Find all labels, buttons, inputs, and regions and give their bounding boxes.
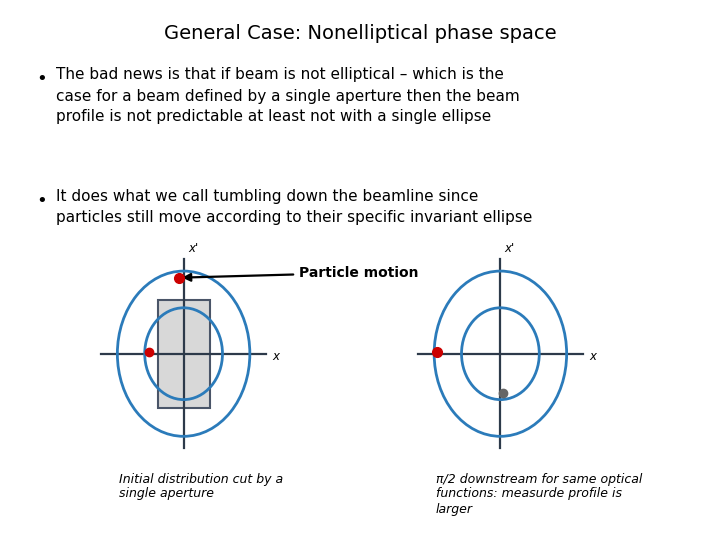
Text: •: • xyxy=(36,70,47,88)
Text: Initial distribution cut by a
single aperture: Initial distribution cut by a single ape… xyxy=(119,472,283,501)
Text: x': x' xyxy=(188,242,198,255)
Text: •: • xyxy=(36,192,47,210)
Text: x: x xyxy=(272,350,279,363)
Text: x: x xyxy=(589,350,596,363)
Text: x': x' xyxy=(505,242,515,255)
Text: The bad news is that if beam is not elliptical – which is the
case for a beam de: The bad news is that if beam is not elli… xyxy=(56,68,520,125)
Text: General Case: Nonelliptical phase space: General Case: Nonelliptical phase space xyxy=(163,24,557,43)
Text: π/2 downstream for same optical
functions: measurde profile is
larger: π/2 downstream for same optical function… xyxy=(436,472,642,516)
Text: Particle motion: Particle motion xyxy=(184,266,418,281)
Bar xyxy=(158,300,210,408)
Text: It does what we call tumbling down the beamline since
particles still move accor: It does what we call tumbling down the b… xyxy=(56,189,533,225)
